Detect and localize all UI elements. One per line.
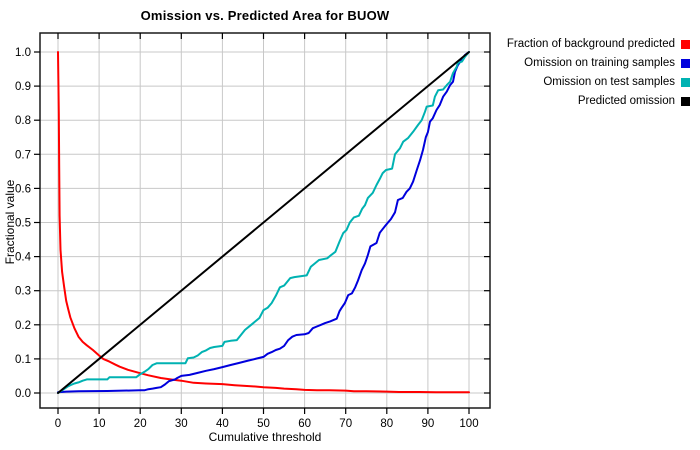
x-tick-label: 100 [459,418,478,430]
legend-item: Fraction of background predicted [507,38,690,51]
legend-swatch [681,97,690,106]
x-tick-label: 20 [134,418,147,430]
x-tick-label: 60 [298,418,311,430]
x-tick-label: 50 [257,418,270,430]
legend-swatch [681,59,690,68]
tick-marks [34,33,490,414]
legend-item: Omission on test samples [507,76,690,89]
x-tick-label: 80 [380,418,393,430]
legend-swatch [681,78,690,87]
y-tick-label: 0.4 [15,252,32,264]
x-tick-label: 0 [55,418,61,430]
x-tick-label: 40 [216,418,229,430]
y-tick-label: 0.2 [15,320,31,332]
y-tick-label: 0.7 [15,149,31,161]
y-tick-label: 0.0 [15,388,31,400]
legend-label: Omission on test samples [543,76,675,88]
legend-label: Fraction of background predicted [506,38,675,50]
y-tick-label: 0.1 [15,354,31,366]
legend-swatch [681,40,690,49]
y-tick-label: 0.6 [15,183,31,195]
y-tick-label: 1.0 [15,47,31,59]
y-tick-label: 0.8 [15,115,31,127]
x-tick-label: 10 [93,418,106,430]
series-line [57,51,470,394]
y-tick-label: 0.3 [15,286,31,298]
chart-title: Omission vs. Predicted Area for BUOW [140,8,390,23]
legend-item: Omission on training samples [507,57,690,70]
gridlines [40,33,490,408]
x-tick-label: 90 [422,418,435,430]
series-line [57,51,470,394]
series-line [57,51,470,394]
x-tick-label: 30 [175,418,188,430]
y-tick-label: 0.9 [15,81,31,93]
x-axis-label: Cumulative threshold [208,430,322,444]
legend: Fraction of background predicted Omission… [507,38,690,108]
series-line [57,51,470,394]
x-tick-label: 70 [339,418,352,430]
y-tick-label: 0.5 [15,218,31,230]
legend-label: Predicted omission [577,95,675,107]
legend-item: Predicted omission [507,95,690,108]
plot-border [39,32,491,409]
tick-labels: 0 10 20 30 40 50 60 70 80 90 100 0.0 0.1 0.2 0.3 0.4 0.5… [15,47,479,430]
legend-label: Omission on training samples [524,57,675,69]
